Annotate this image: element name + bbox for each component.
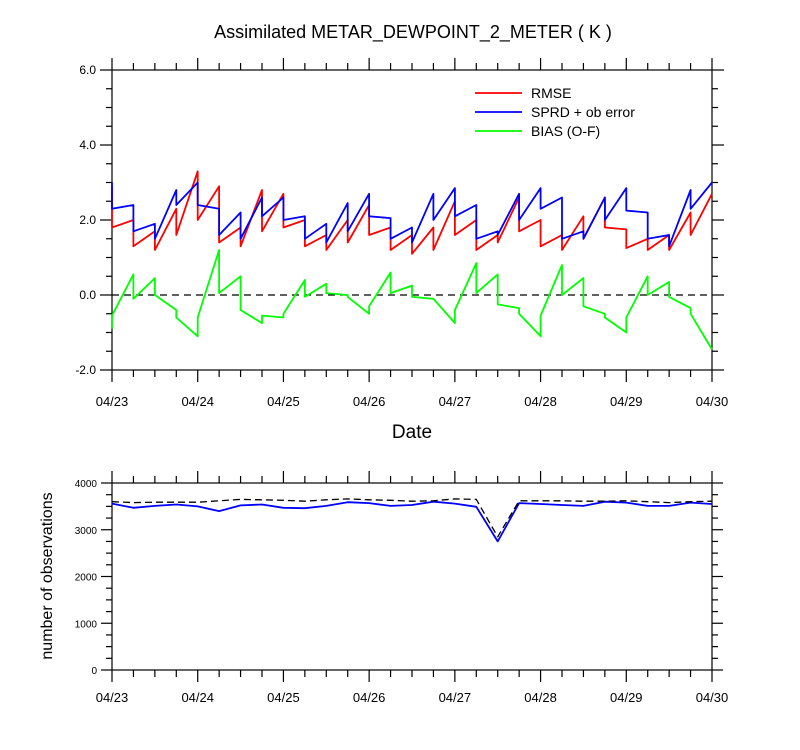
top-y-tick-label: 4.0	[79, 138, 96, 152]
top-chart: Assimilated METAR_DEWPOINT_2_METER ( K )…	[75, 22, 728, 443]
bottom-x-tick-label: 04/26	[353, 690, 386, 705]
series-obs-possible-line	[111, 498, 713, 538]
bottom-x-tick-labels: 04/23 04/24 04/25 04/26 04/27 04/28 04/29 04/30	[96, 690, 729, 705]
top-y-tick-label: -2.0	[75, 363, 96, 377]
series-obs-used-line	[111, 500, 713, 543]
top-x-tick-label: 04/23	[96, 394, 129, 409]
series-sprd-line	[111, 181, 713, 248]
top-axis-ticks	[100, 58, 724, 382]
top-x-tick-label: 04/26	[353, 394, 386, 409]
top-x-tick-label: 04/24	[181, 394, 214, 409]
top-x-tick-label: 04/25	[267, 394, 300, 409]
bottom-y-axis-label: number of observations	[39, 492, 56, 659]
top-x-tick-label: 04/28	[524, 394, 557, 409]
legend: RMSE SPRD + ob error BIAS (O-F)	[475, 85, 635, 139]
top-x-tick-label: 04/30	[696, 394, 729, 409]
legend-label-bias: BIAS (O-F)	[531, 123, 600, 139]
bottom-series-group	[111, 498, 713, 543]
bottom-x-tick-label: 04/23	[96, 690, 129, 705]
bottom-axis-ticks	[101, 471, 723, 682]
top-x-axis-label: Date	[392, 422, 432, 443]
bottom-y-tick-label: 0	[91, 666, 97, 677]
bottom-y-tick-label: 4000	[75, 479, 98, 490]
bottom-x-tick-label: 04/29	[610, 690, 643, 705]
series-bias-line	[111, 249, 713, 350]
top-chart-title: Assimilated METAR_DEWPOINT_2_METER ( K )	[214, 22, 612, 43]
bottom-y-tick-label: 1000	[75, 619, 98, 630]
bottom-x-tick-label: 04/25	[267, 690, 300, 705]
top-y-tick-label: 6.0	[79, 63, 96, 77]
top-y-tick-labels: 6.0 4.0 2.0 0.0 -2.0	[75, 63, 96, 377]
top-y-tick-label: 2.0	[79, 213, 96, 227]
bottom-x-tick-label: 04/28	[524, 690, 557, 705]
legend-label-rmse: RMSE	[531, 85, 571, 101]
bottom-plot-frame	[111, 482, 713, 671]
bottom-y-tick-label: 3000	[75, 526, 98, 537]
bottom-y-tick-labels: 4000 3000 2000 1000 0	[75, 479, 98, 677]
top-series-group	[111, 170, 713, 350]
bottom-y-tick-label: 2000	[75, 573, 98, 584]
legend-label-sprd: SPRD + ob error	[531, 104, 635, 120]
top-y-tick-label: 0.0	[79, 288, 96, 302]
bottom-x-tick-label: 04/27	[439, 690, 472, 705]
bottom-x-tick-label: 04/24	[181, 690, 214, 705]
bottom-x-tick-label: 04/30	[696, 690, 729, 705]
top-x-tick-label: 04/29	[610, 394, 643, 409]
top-x-tick-label: 04/27	[439, 394, 472, 409]
top-x-tick-labels: 04/23 04/24 04/25 04/26 04/27 04/28 04/29 04/30	[96, 394, 729, 409]
